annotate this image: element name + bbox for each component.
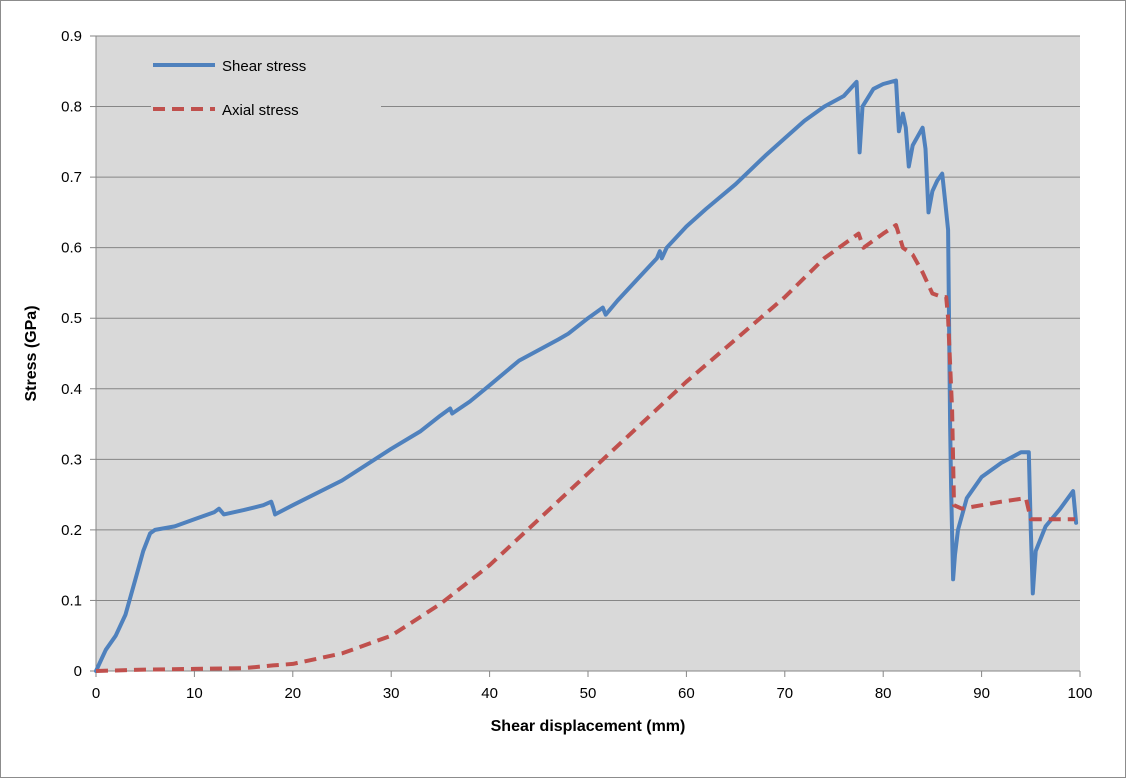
x-axis-title: Shear displacement (mm) (491, 718, 686, 735)
plot-area (96, 36, 1080, 671)
x-tick-label: 90 (973, 685, 990, 702)
legend-background (151, 47, 381, 125)
series-line-shear-stress (94, 78, 1079, 673)
x-tick-label: 20 (284, 685, 301, 702)
y-tick-label: 0.6 (61, 240, 82, 257)
y-tick-label: 0.2 (61, 522, 82, 539)
x-tick-label: 60 (678, 685, 695, 702)
axes (90, 35, 1081, 677)
y-tick-label: 0 (74, 663, 82, 680)
x-tick-label: 10 (186, 685, 203, 702)
tick-labels: 0 0.1 0.2 0.3 0.4 0.5 0.6 0.7 0.8 0.9 0 10 20 30 40 50 6… (61, 28, 1092, 702)
legend-label-axial-stress: Axial stress (222, 102, 299, 119)
y-tick-label: 0.3 (61, 451, 82, 468)
y-tick-label: 0.8 (61, 99, 82, 116)
x-tick-label: 40 (481, 685, 498, 702)
x-tick-label: 70 (776, 685, 793, 702)
y-axis-title: Stress (GPa) (23, 305, 40, 401)
x-tick-label: 30 (383, 685, 400, 702)
series-line-axial-stress (95, 223, 1076, 673)
x-tick-label: 0 (92, 685, 100, 702)
series-lines (94, 78, 1079, 673)
x-tick-label: 80 (875, 685, 892, 702)
y-tick-label: 0.9 (61, 28, 82, 45)
y-tick-label: 0.5 (61, 310, 82, 327)
legend-label-shear-stress: Shear stress (222, 58, 306, 75)
y-tick-label: 0.4 (61, 381, 82, 398)
x-tick-label: 50 (580, 685, 597, 702)
y-tick-label: 0.1 (61, 592, 82, 609)
x-tick-label: 100 (1067, 685, 1092, 702)
y-tick-label: 0.7 (61, 169, 82, 186)
legend: Shear stress Axial stress (151, 47, 381, 125)
